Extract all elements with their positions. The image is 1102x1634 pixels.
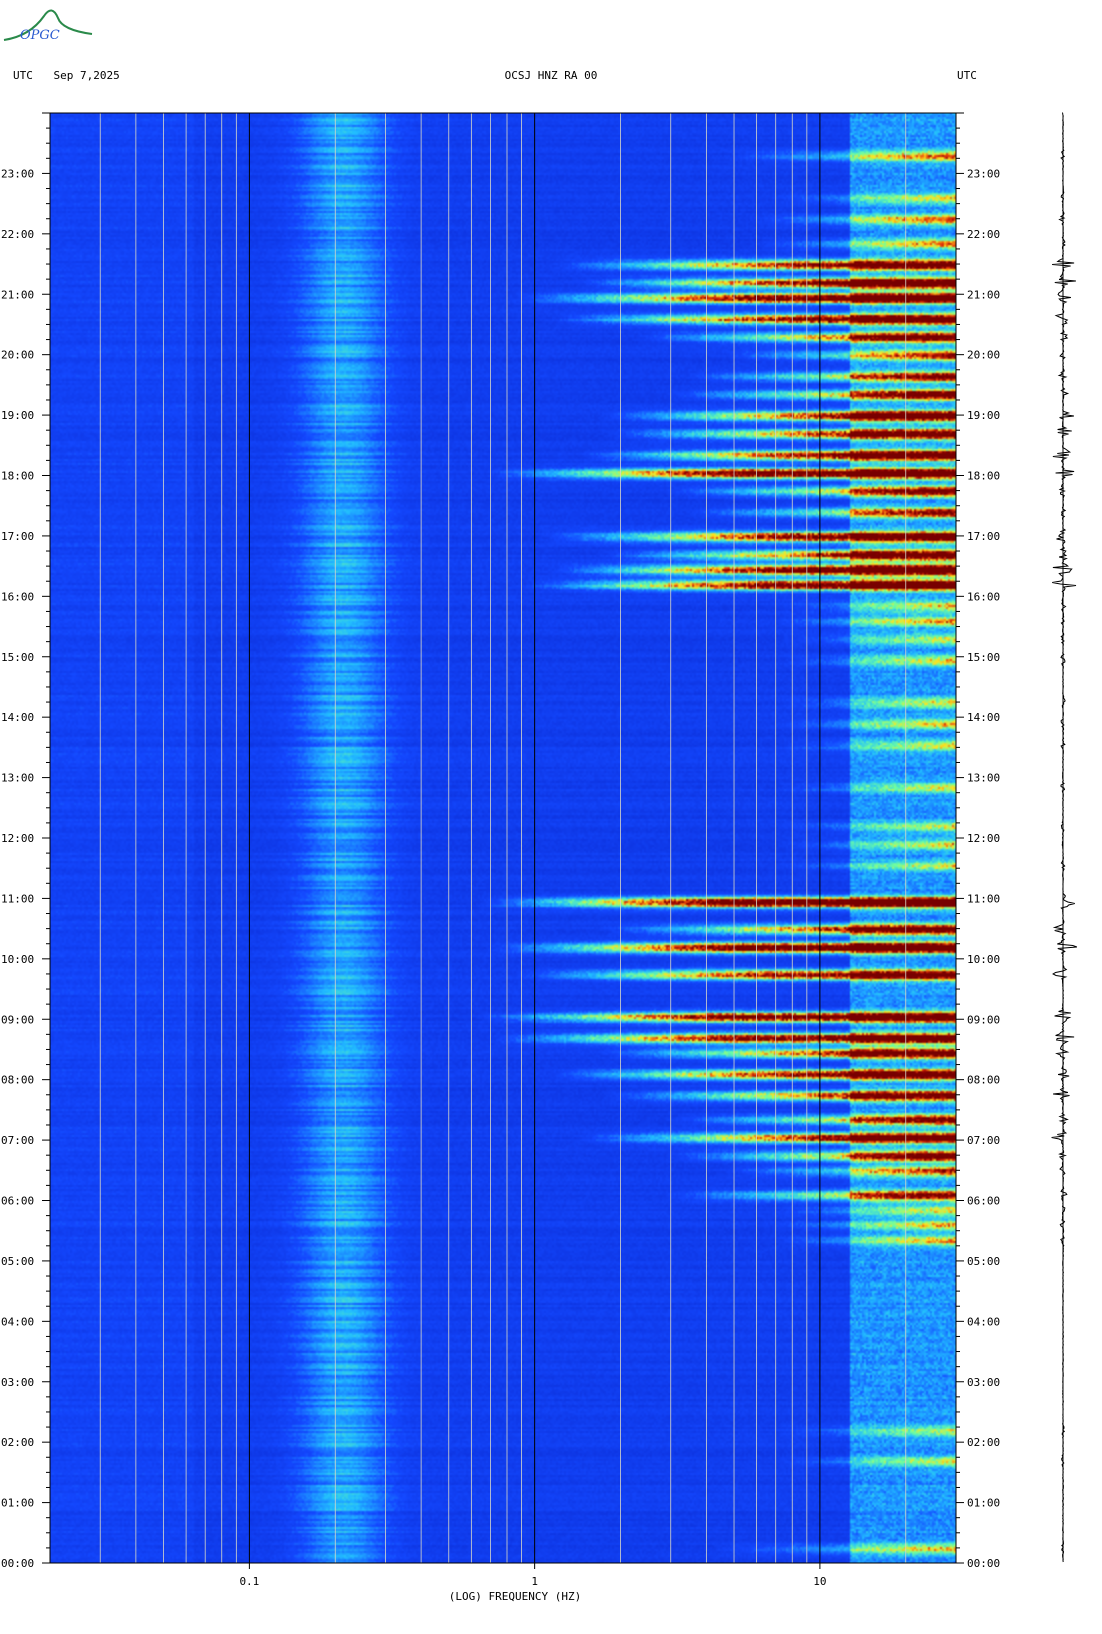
trace-waveform	[1051, 112, 1078, 1563]
x-tick-label: 1	[531, 1575, 538, 1588]
y-tick-label-right: 00:00	[967, 1557, 1000, 1570]
y-tick-label-left: 21:00	[1, 288, 34, 301]
x-tick-label: 0.1	[239, 1575, 259, 1588]
y-tick-label-left: 11:00	[1, 892, 34, 905]
header-date: Sep 7,2025	[53, 69, 120, 82]
y-tick-label-left: 16:00	[1, 590, 34, 603]
y-tick-label-left: 17:00	[1, 530, 34, 543]
y-tick-label-right: 18:00	[967, 470, 1000, 483]
frequency-axis: 0.1 1 10	[239, 1563, 827, 1588]
y-tick-label-left: 01:00	[1, 1497, 34, 1510]
x-axis-label: (LOG) FREQUENCY (HZ)	[449, 1590, 581, 1603]
spectrogram-heatmap	[50, 113, 956, 1563]
header-left-timezone: UTC	[13, 69, 33, 82]
y-tick-label-left: 03:00	[1, 1376, 34, 1389]
y-tick-label-left: 02:00	[1, 1436, 34, 1449]
y-tick-label-right: 11:00	[967, 892, 1000, 905]
y-tick-label-left: 15:00	[1, 651, 34, 664]
y-tick-label-right: 23:00	[967, 167, 1000, 180]
y-tick-label-left: 08:00	[1, 1074, 34, 1087]
y-tick-label-left: 19:00	[1, 409, 34, 422]
y-tick-label-right: 03:00	[967, 1376, 1000, 1389]
y-tick-label-right: 20:00	[967, 349, 1000, 362]
y-tick-label-left: 14:00	[1, 711, 34, 724]
y-tick-label-right: 22:00	[967, 228, 1000, 241]
y-tick-label-right: 19:00	[967, 409, 1000, 422]
y-tick-label-left: 18:00	[1, 470, 34, 483]
y-tick-label-right: 01:00	[967, 1497, 1000, 1510]
plot-area	[49, 112, 957, 1564]
y-tick-label-right: 04:00	[967, 1315, 1000, 1328]
header-right-timezone: UTC	[957, 69, 977, 82]
y-tick-label-left: 12:00	[1, 832, 34, 845]
y-tick-label-right: 21:00	[967, 288, 1000, 301]
station-title: OCSJ HNZ RA 00	[504, 69, 598, 82]
y-tick-label-left: 09:00	[1, 1013, 34, 1026]
y-tick-label-left: 20:00	[1, 349, 34, 362]
y-tick-label-left: 23:00	[1, 167, 34, 180]
y-tick-label-left: 13:00	[1, 772, 34, 785]
y-tick-label-right: 12:00	[967, 832, 1000, 845]
y-tick-label-right: 15:00	[967, 651, 1000, 664]
logo-text: OPGC	[20, 28, 60, 43]
y-tick-label-left: 05:00	[1, 1255, 34, 1268]
y-tick-label-right: 13:00	[967, 772, 1000, 785]
y-tick-label-left: 22:00	[1, 228, 34, 241]
opgc-logo: OPGC	[3, 9, 93, 43]
frequency-grid	[50, 113, 956, 1563]
y-tick-label-right: 17:00	[967, 530, 1000, 543]
y-tick-label-left: 07:00	[1, 1134, 34, 1147]
y-tick-label-right: 06:00	[967, 1195, 1000, 1208]
y-tick-label-left: 00:00	[1, 1557, 34, 1570]
y-tick-label-left: 10:00	[1, 953, 34, 966]
header-left: UTC Sep 7,2025	[13, 69, 120, 82]
y-tick-label-left: 04:00	[1, 1315, 34, 1328]
y-tick-label-right: 08:00	[967, 1074, 1000, 1087]
y-tick-label-left: 06:00	[1, 1195, 34, 1208]
seismogram-trace	[1051, 112, 1078, 1563]
y-tick-label-right: 09:00	[967, 1013, 1000, 1026]
y-tick-label-right: 05:00	[967, 1255, 1000, 1268]
y-tick-label-right: 02:00	[967, 1436, 1000, 1449]
y-tick-label-right: 16:00	[967, 590, 1000, 603]
y-tick-label-right: 10:00	[967, 953, 1000, 966]
y-tick-label-right: 14:00	[967, 711, 1000, 724]
x-tick-label: 10	[813, 1575, 826, 1588]
time-axis: 00:00 00:00 01:00 01:00 02:00 02:00 03:00 03:00…	[1, 112, 1000, 1570]
y-tick-label-right: 07:00	[967, 1134, 1000, 1147]
